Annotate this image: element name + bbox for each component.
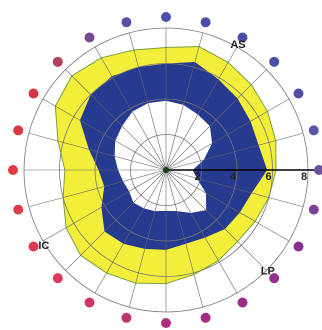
center: [163, 167, 169, 173]
rim-dot: [161, 318, 171, 328]
spoke: [28, 169, 167, 208]
rim-dot: [121, 312, 132, 323]
r-tick-label: 8: [301, 171, 307, 183]
spoke: [165, 46, 238, 171]
rim-dot: [84, 32, 95, 43]
rim-dot: [237, 297, 248, 308]
rim-dot: [13, 125, 24, 136]
r-tick-label: 2: [194, 171, 200, 183]
spoke: [165, 98, 290, 171]
rim-dot: [293, 88, 304, 99]
sector-label: IC: [38, 240, 49, 252]
rim-dot: [8, 165, 18, 175]
rim-dot: [28, 241, 39, 252]
rim-dot: [269, 56, 280, 67]
spoke: [42, 169, 167, 242]
rim-dot: [200, 312, 211, 323]
rim-dot: [237, 32, 248, 43]
spoke: [165, 169, 204, 308]
rim-dot: [52, 273, 63, 284]
rim-dot: [84, 297, 95, 308]
rim-dot: [161, 12, 171, 22]
rim-dot: [121, 17, 132, 28]
rim-dot: [293, 241, 304, 252]
sector-label: AS: [230, 39, 245, 51]
rim-dot: [308, 125, 319, 136]
spoke: [165, 169, 290, 242]
spoke: [165, 132, 304, 171]
spoke: [94, 46, 167, 171]
rim-dot: [28, 88, 39, 99]
rim-dot: [314, 165, 322, 175]
series-area: [114, 100, 213, 214]
spoke: [128, 169, 167, 308]
sector-label: LP: [261, 266, 275, 278]
spoke: [165, 169, 267, 271]
rim-dot: [269, 273, 280, 284]
rim-dot: [52, 56, 63, 67]
spoke: [65, 169, 167, 271]
spoke: [165, 169, 238, 294]
spoke: [165, 69, 267, 171]
r-tick-label: 6: [265, 171, 271, 183]
spoke: [28, 132, 167, 171]
spoke: [42, 98, 167, 171]
spoke: [128, 32, 167, 171]
spoke: [94, 169, 167, 294]
spoke: [165, 169, 304, 208]
rim-dot: [200, 17, 211, 28]
spoke: [165, 32, 204, 171]
rim-dot: [308, 204, 319, 215]
r-tick-label: 4: [230, 171, 237, 183]
spoke: [65, 69, 167, 171]
rim-dot: [13, 204, 24, 215]
